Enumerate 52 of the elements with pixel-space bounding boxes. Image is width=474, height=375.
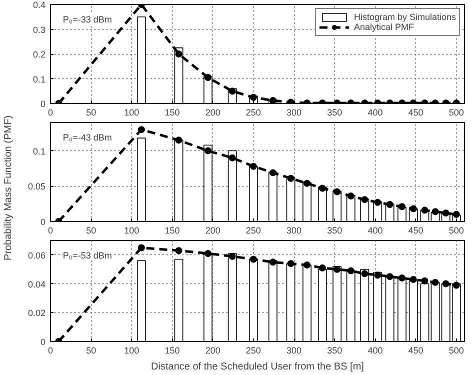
x-tick-label: 400 — [368, 108, 383, 118]
x-tick-label: 500 — [448, 226, 464, 236]
y-tick-label: 0.04 — [28, 279, 46, 290]
annotation: P₀=-33 dBm — [62, 14, 112, 24]
y-tick-label: 0.1 — [32, 146, 46, 156]
x-tick-label: 400 — [368, 226, 383, 236]
x-tick-label: 400 — [368, 346, 383, 356]
x-tick-label: 450 — [408, 108, 424, 118]
legend-label: Analytical PMF — [354, 22, 414, 32]
x-tick-label: 100 — [124, 346, 140, 356]
x-tick-label: 150 — [164, 346, 180, 356]
x-tick-label: 250 — [246, 346, 261, 356]
x-tick-label: 150 — [164, 108, 180, 118]
y-tick-label: 0.02 — [28, 308, 46, 318]
x-tick-label: 350 — [327, 346, 342, 356]
annotation: P₀=-53 dBm — [62, 250, 112, 261]
x-tick-label: 0 — [48, 226, 54, 236]
x-tick-label: 50 — [86, 346, 96, 356]
x-tick-label: 450 — [408, 226, 424, 236]
annotation: P₀=-43 dBm — [62, 132, 112, 142]
x-tick-label: 250 — [246, 108, 261, 118]
y-tick-label: 0.3 — [32, 24, 46, 35]
x-tick-label: 300 — [286, 226, 302, 236]
x-tick-label: 50 — [86, 226, 96, 236]
x-tick-label: 450 — [408, 346, 424, 356]
x-tick-label: 100 — [124, 108, 140, 118]
y-tick-label: 0.05 — [28, 182, 46, 192]
x-tick-label: 350 — [327, 226, 342, 236]
x-tick-label: 350 — [327, 108, 342, 118]
x-tick-label: 200 — [205, 346, 220, 356]
x-axis-title: Distance of the Scheduled User from the BS [m] — [151, 362, 364, 372]
x-tick-label: 0 — [48, 108, 54, 118]
y-tick-label: 0.1 — [32, 74, 46, 84]
x-tick-label: 200 — [205, 226, 220, 236]
x-tick-label: 500 — [448, 346, 464, 356]
y-tick-label: 0.06 — [28, 250, 46, 260]
y-tick-label: 0 — [40, 99, 46, 109]
y-tick-label: 0 — [40, 337, 46, 347]
legend-label: Histogram by Simulations — [354, 12, 456, 22]
x-tick-label: 250 — [246, 226, 261, 236]
y-tick-label: 0.4 — [32, 0, 46, 10]
y-axis-title: Probability Mass Function (PMF) — [3, 115, 14, 261]
x-tick-label: 300 — [286, 346, 302, 356]
x-tick-label: 300 — [286, 108, 302, 118]
y-tick-label: 0.2 — [32, 50, 46, 60]
x-tick-label: 0 — [48, 346, 54, 356]
x-tick-label: 150 — [164, 226, 180, 236]
x-tick-label: 50 — [86, 108, 96, 118]
x-tick-label: 200 — [205, 108, 220, 118]
y-tick-label: 0 — [40, 217, 46, 227]
x-tick-label: 100 — [124, 226, 140, 236]
x-tick-label: 500 — [448, 108, 464, 118]
